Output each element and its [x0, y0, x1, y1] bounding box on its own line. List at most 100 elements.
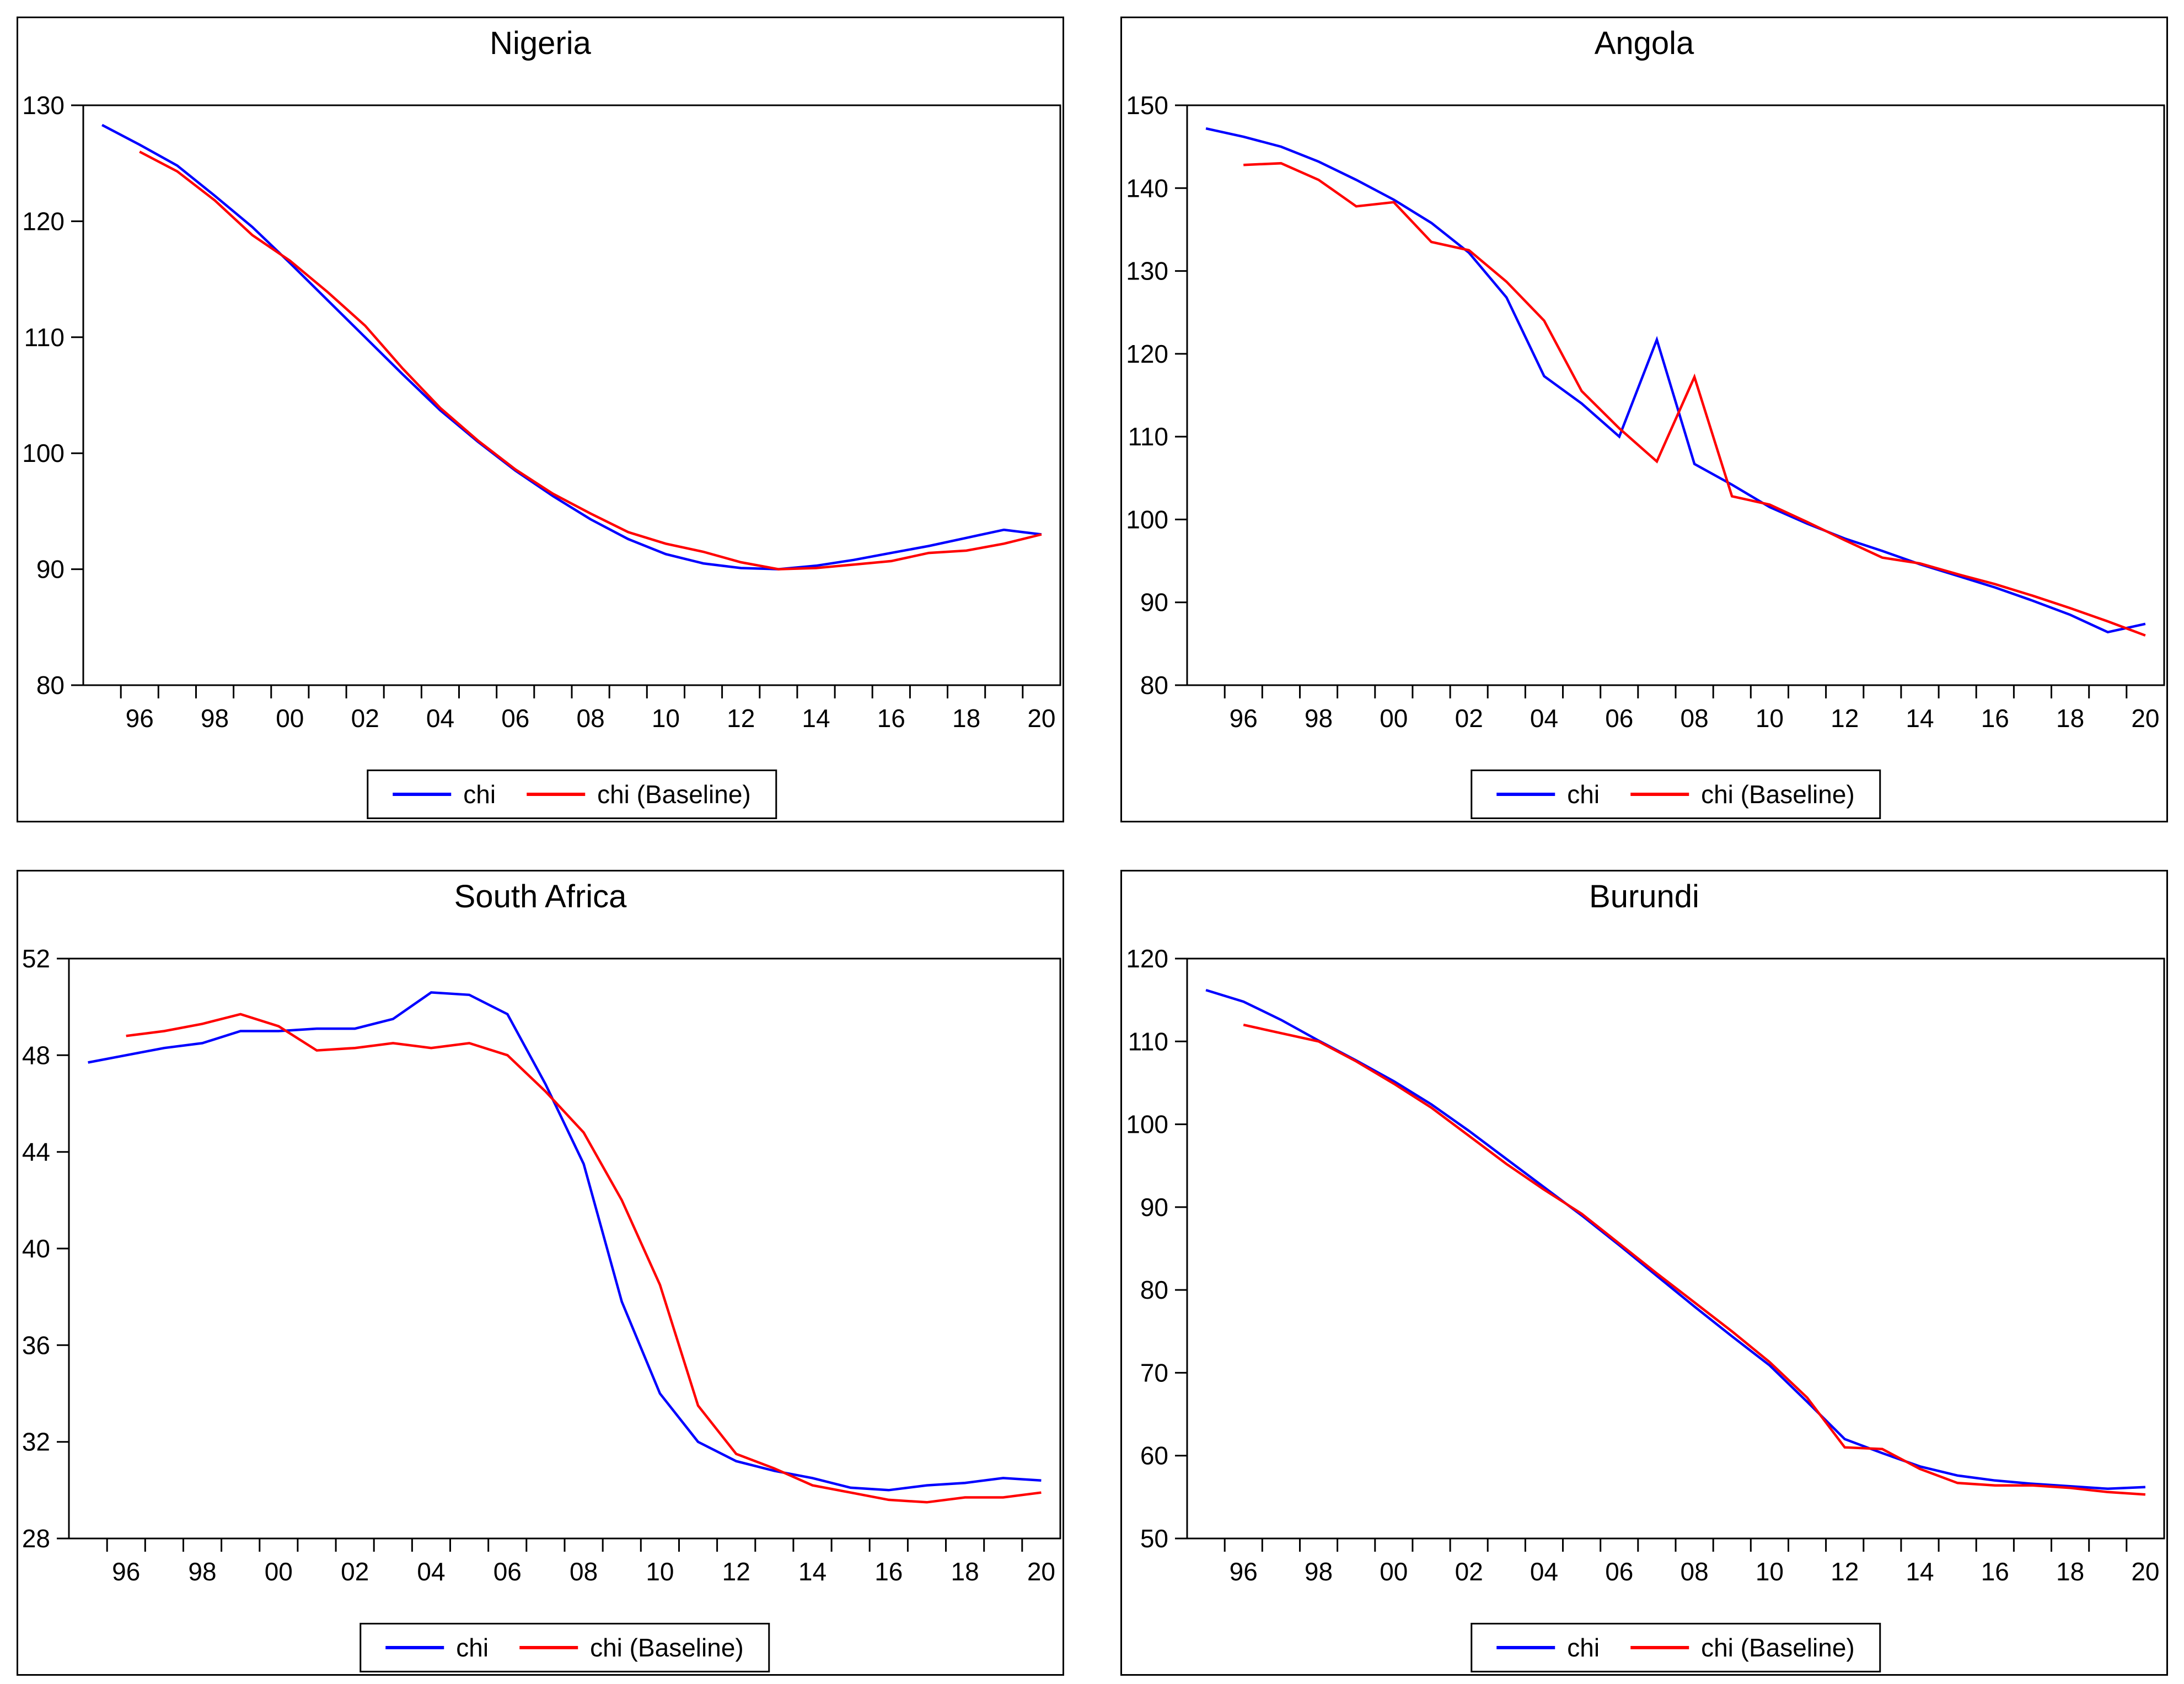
x-tick-label: 02	[341, 1557, 369, 1586]
chart-panel-south-africa: South Africa 28 32 36 40 44 48 52 96 98 00 02 04 06 0…	[17, 870, 1064, 1676]
legend-label-chi: chi	[1567, 1633, 1600, 1662]
legend: chi chi (Baseline)	[367, 770, 777, 819]
y-tick-label: 90	[1140, 1193, 1168, 1222]
x-tick-label: 16	[874, 1557, 903, 1586]
x-tick-label: 98	[1305, 1557, 1333, 1586]
chart-title: Nigeria	[490, 25, 591, 61]
legend-label-chi-baseline: chi (Baseline)	[1701, 1633, 1855, 1662]
y-tick-label: 90	[36, 555, 65, 584]
x-tick-label: 16	[877, 704, 905, 733]
x-tick-label: 10	[1756, 704, 1784, 733]
x-tick-label: 10	[1756, 1557, 1784, 1586]
x-tick-label: 20	[2131, 1557, 2159, 1586]
plot-frame	[1186, 104, 2165, 686]
x-tick-label: 12	[722, 1557, 750, 1586]
series-line-chi-baseline	[139, 150, 1042, 571]
x-tick-label: 18	[952, 704, 980, 733]
legend-line-chi-baseline	[1630, 793, 1689, 796]
x-tick-label: 96	[112, 1557, 140, 1586]
x-tick-label: 10	[646, 1557, 674, 1586]
x-tick-label: 96	[126, 704, 154, 733]
x-tick-label: 00	[276, 704, 304, 733]
legend: chi chi (Baseline)	[1471, 770, 1881, 819]
x-tick-label: 12	[727, 704, 755, 733]
x-tick-label: 96	[1230, 1557, 1258, 1586]
x-tick-label: 04	[1530, 704, 1558, 733]
x-tick-label: 16	[1981, 704, 2009, 733]
y-tick-label: 120	[1126, 944, 1168, 973]
chart-plot-svg: 80 90 100 110 120 130 96 98 00 02 04 06 08 10 12 14 16 18…	[22, 91, 1061, 733]
x-tick-label: 08	[570, 1557, 598, 1586]
x-tick-label: 14	[802, 704, 830, 733]
y-tick-label: 50	[1140, 1524, 1168, 1553]
x-tick-label: 14	[798, 1557, 827, 1586]
y-tick-label: 100	[1126, 1110, 1168, 1139]
x-tick-label: 06	[501, 704, 529, 733]
y-tick-label: 110	[1128, 1027, 1168, 1056]
x-tick-label: 20	[1027, 704, 1055, 733]
plot-frame	[82, 104, 1061, 686]
x-tick-label: 04	[1530, 1557, 1558, 1586]
x-tick-label: 00	[1380, 1557, 1408, 1586]
legend-line-chi	[393, 793, 452, 796]
legend-line-chi	[1496, 793, 1555, 796]
y-tick-label: 52	[22, 944, 50, 973]
legend-line-chi-baseline	[1630, 1646, 1689, 1649]
y-tick-label: 120	[22, 207, 65, 235]
x-tick-label: 06	[1605, 1557, 1633, 1586]
y-tick-label: 40	[22, 1234, 50, 1263]
y-tick-label: 32	[22, 1428, 50, 1456]
x-tick-label: 18	[2056, 704, 2084, 733]
y-tick-label: 100	[22, 439, 65, 467]
legend-label-chi-baseline: chi (Baseline)	[597, 780, 751, 809]
y-tick-label: 90	[1140, 588, 1168, 617]
x-tick-label: 20	[1027, 1557, 1055, 1586]
chart-title: Burundi	[1589, 879, 1699, 914]
x-tick-label: 08	[1681, 1557, 1709, 1586]
legend: chi chi (Baseline)	[1471, 1623, 1881, 1672]
y-tick-label: 110	[24, 323, 65, 352]
y-tick-label: 80	[1140, 671, 1168, 700]
y-tick-label: 130	[22, 91, 65, 120]
chart-plot-svg: 50 60 70 80 90 100 110 120 96 98 00 02 04 06 08 10 12 14 1…	[1126, 944, 2165, 1586]
legend-label-chi-baseline: chi (Baseline)	[1701, 780, 1855, 809]
x-tick-label: 08	[1681, 704, 1709, 733]
y-tick-label: 100	[1126, 505, 1168, 534]
plot-frame	[68, 957, 1061, 1540]
x-tick-label: 14	[1906, 1557, 1934, 1586]
x-tick-label: 12	[1831, 704, 1859, 733]
chart-plot-svg: 28 32 36 40 44 48 52 96 98 00 02 04 06 08 10 12 14 16 18 20	[22, 944, 1061, 1586]
series-line-chi-baseline	[1243, 1024, 2146, 1496]
x-tick-label: 98	[188, 1557, 216, 1586]
x-tick-label: 06	[493, 1557, 522, 1586]
chart-title: South Africa	[454, 879, 627, 914]
x-tick-label: 16	[1981, 1557, 2009, 1586]
legend: chi chi (Baseline)	[359, 1623, 770, 1672]
y-tick-label: 28	[22, 1524, 50, 1553]
y-tick-label: 70	[1140, 1358, 1168, 1387]
series-line-chi	[1205, 988, 2145, 1491]
x-tick-label: 04	[426, 704, 454, 733]
x-tick-label: 02	[351, 704, 379, 733]
series-line-chi-baseline	[126, 1013, 1042, 1504]
x-tick-label: 14	[1906, 704, 1934, 733]
x-tick-label: 98	[201, 704, 229, 733]
y-tick-label: 140	[1126, 174, 1168, 202]
legend-line-chi	[385, 1646, 444, 1649]
x-tick-label: 96	[1230, 704, 1258, 733]
legend-label-chi: chi	[1567, 780, 1600, 809]
y-tick-label: 44	[22, 1138, 50, 1166]
y-tick-label: 48	[22, 1041, 50, 1069]
x-tick-label: 06	[1605, 704, 1633, 733]
legend-line-chi-baseline	[519, 1646, 578, 1649]
x-tick-label: 98	[1305, 704, 1333, 733]
y-tick-label: 120	[1126, 340, 1168, 368]
chart-plot-svg: 80 90 100 110 120 130 140 150 96 98 00 02 04 06 08 10 12…	[1126, 91, 2165, 733]
x-tick-label: 18	[951, 1557, 979, 1586]
y-tick-label: 60	[1140, 1441, 1168, 1470]
y-tick-label: 150	[1126, 91, 1168, 120]
y-tick-label: 36	[22, 1331, 50, 1359]
x-tick-label: 02	[1455, 1557, 1483, 1586]
legend-label-chi-baseline: chi (Baseline)	[590, 1633, 744, 1662]
x-tick-label: 02	[1455, 704, 1483, 733]
